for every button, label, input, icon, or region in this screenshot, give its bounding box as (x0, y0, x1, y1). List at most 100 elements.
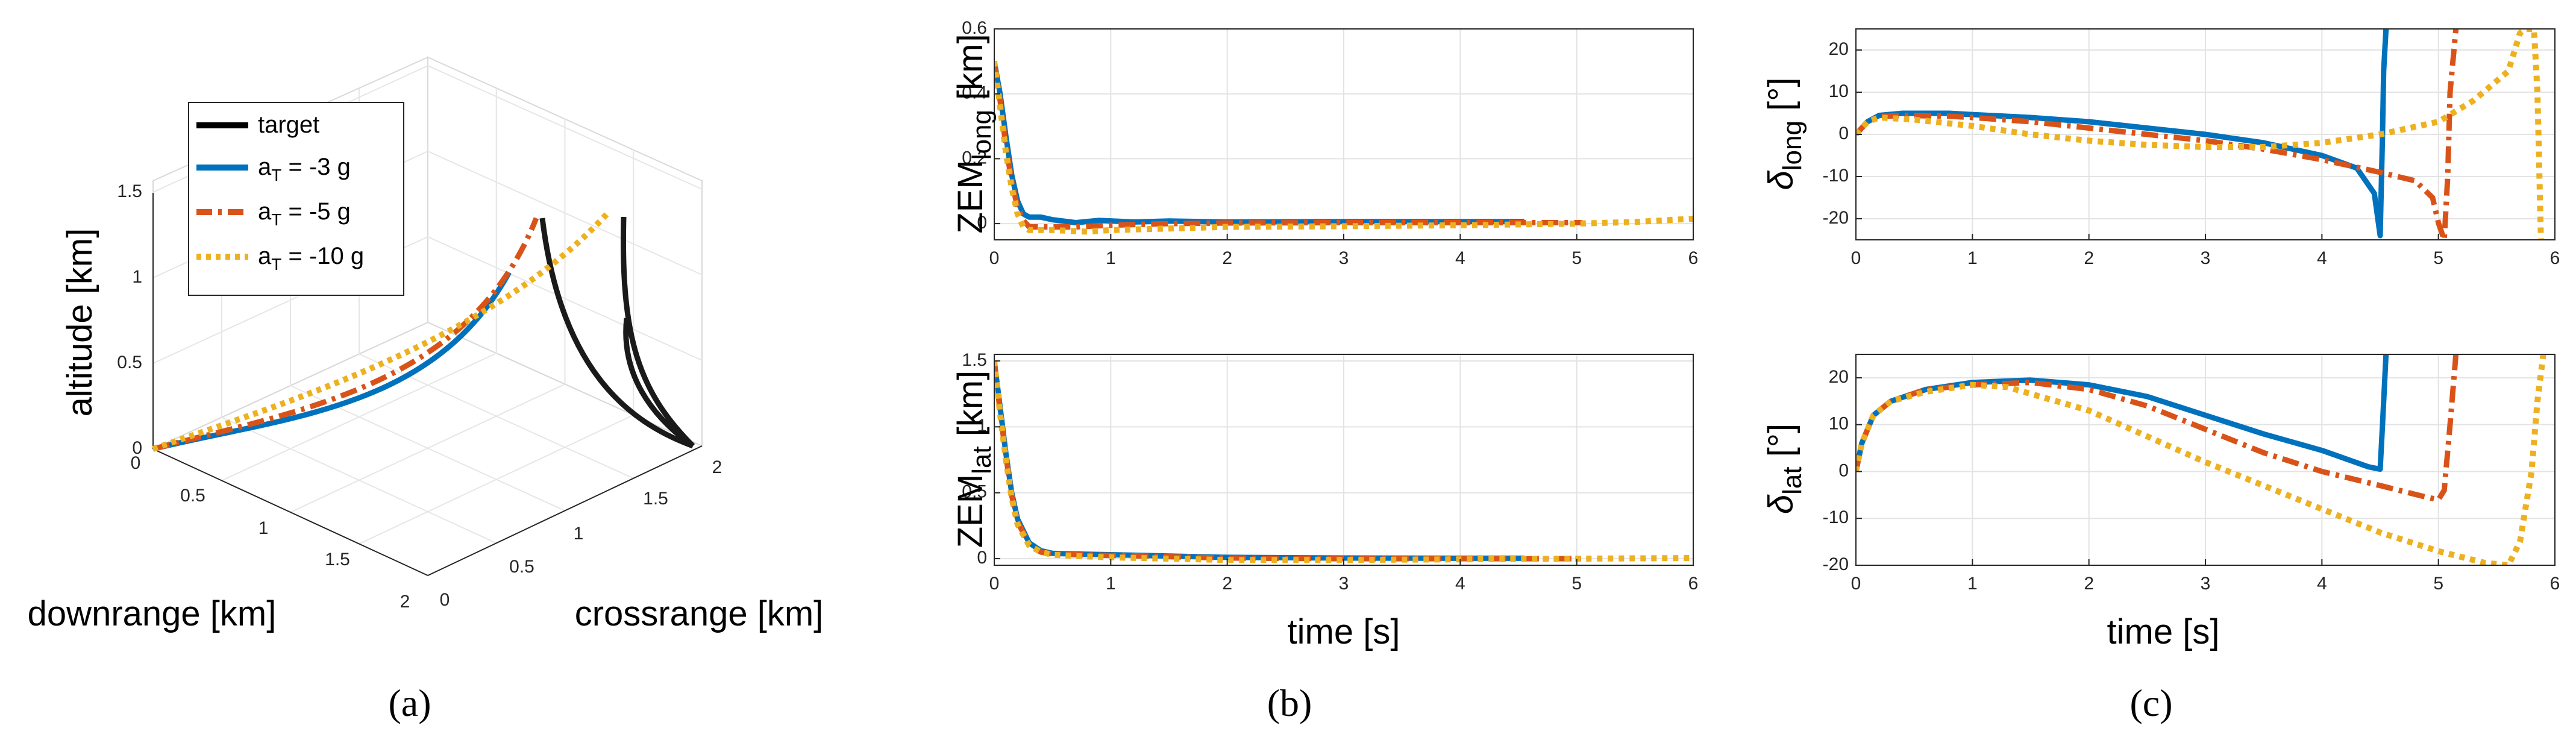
downrange-tick: 0.5 (180, 486, 205, 506)
x-tick-label: 4 (2317, 248, 2327, 268)
y-tick-label: 0 (1838, 124, 1849, 143)
y-tick-label: -20 (1823, 208, 1849, 228)
series-10g-line (994, 61, 1693, 235)
x-tick-label: 0 (989, 574, 1000, 594)
x-tick-label: 1 (1967, 574, 1978, 594)
x-tick-label: 6 (2550, 574, 2560, 594)
x-tick-label: 3 (1339, 248, 1349, 268)
series-5g-line (994, 360, 1583, 562)
ylabel-delta-long: δlong [°] (1761, 78, 1807, 190)
series-5g-line (1856, 354, 2459, 503)
xlabel-time-b: time [s] (1288, 612, 1400, 651)
legend-label-target: target (258, 111, 319, 138)
x-tick-label: 0 (1851, 574, 1861, 594)
x-tick-label: 6 (2550, 248, 2560, 268)
x-tick-label: 6 (1688, 574, 1699, 594)
downrange-axis-line (152, 448, 428, 576)
y-tick-label: 0.6 (962, 18, 987, 38)
panel-c-top: 0 1 2 3 4 5 6 -20 -10 0 10 20 (1823, 28, 2560, 268)
panel-c-bottom: 0 1 2 3 4 5 6 -20 -10 0 10 20 (1823, 354, 2560, 594)
x-tick-label: 2 (1222, 574, 1232, 594)
target-trajectory-3 (621, 216, 695, 448)
downrange-tick: 0 (131, 453, 141, 473)
y-tick-label: 0.4 (962, 83, 987, 103)
y-tick-label: -10 (1823, 507, 1849, 527)
y-tick-label: -10 (1823, 166, 1849, 186)
x-tick-label: 5 (1572, 248, 1582, 268)
series-5g-3d (152, 217, 539, 452)
downrange-tick: 2 (400, 592, 410, 612)
altitude-tick: 1 (132, 267, 142, 287)
x-tick-label: 3 (1339, 574, 1349, 594)
legend-label-10g: aT = -10 g (258, 243, 364, 274)
series-10g-line (1856, 354, 2546, 565)
series-3g-3d (152, 271, 512, 452)
altitude-grid-line (152, 236, 703, 364)
y-tick-label: 0 (977, 213, 987, 233)
x-tick-label: 3 (2201, 248, 2211, 268)
xlabel-time-c: time [s] (2107, 612, 2220, 651)
floor-grid-line (359, 414, 634, 545)
target-trajectory-1 (623, 318, 695, 448)
panel-b-top: 0 1 2 3 4 5 6 0 0.2 0.4 0.6 (962, 18, 1698, 268)
ylabel-delta-lat: δlat [°] (1761, 424, 1807, 514)
crossrange-tick: 0 (440, 590, 450, 610)
y-tick-label: 0 (977, 548, 987, 568)
ylabel-zem-long: ZEMlong [km] (951, 34, 997, 233)
series-10g-line (994, 360, 1693, 563)
downrange-tick: 1 (259, 518, 269, 538)
series-group (1856, 354, 2546, 565)
altitude-tick: 1.5 (117, 181, 142, 201)
series-5g-line (1856, 29, 2459, 240)
series-3g-line (1856, 29, 2389, 239)
y-tick-label: 0.5 (962, 482, 987, 502)
series-group (994, 360, 1693, 563)
panel-label-a: (a) (388, 682, 431, 724)
series-3g-line (994, 61, 1525, 225)
x-tick-label: 5 (2433, 248, 2443, 268)
crossrange-axis-line (427, 445, 703, 576)
altitude-tick: 0 (132, 438, 142, 458)
series-5g-line (994, 61, 1583, 230)
y-tick-label: 0 (1838, 460, 1849, 480)
y-tick-label: 1.5 (962, 350, 987, 370)
series-group (994, 61, 1693, 235)
altitude-axis-label: altitude [km] (60, 228, 99, 417)
crossrange-tick: 0.5 (509, 557, 534, 577)
y-tick-label: 10 (1829, 81, 1849, 101)
series-3g-line (994, 360, 1525, 561)
x-tick-label: 2 (2084, 248, 2094, 268)
x-tick-label: 4 (1455, 574, 1465, 594)
y-tick-label: 20 (1829, 367, 1849, 387)
target-trajectory-2 (539, 218, 694, 449)
y-tick-label: 1 (977, 416, 987, 436)
downrange-tick: 1.5 (325, 550, 350, 569)
x-tick-label: 1 (1106, 574, 1116, 594)
x-tick-label: 0 (1851, 248, 1861, 268)
x-tick-label: 0 (989, 248, 1000, 268)
crossrange-tick: 2 (712, 457, 722, 477)
series-10g-line (1856, 29, 2544, 240)
y-tick-label: 0.2 (962, 148, 987, 168)
x-tick-label: 1 (1106, 248, 1116, 268)
crossrange-tick: 1 (574, 524, 584, 544)
series-10g-3d (152, 210, 611, 452)
legend-label-3g: aT = -3 g (258, 154, 351, 184)
panel-a: 0 0.5 1 1.5 0 0.5 1 1.5 2 0 0.5 1 1.5 2 … (28, 56, 824, 724)
y-tick-label: 10 (1829, 414, 1849, 434)
legend: target aT = -3 g aT = -5 g aT = -10 g (188, 102, 404, 296)
legend-box (188, 102, 404, 296)
x-tick-label: 2 (2084, 574, 2094, 594)
y-tick-label: 20 (1829, 39, 1849, 59)
crossrange-axis-label: crossrange [km] (575, 594, 824, 633)
x-tick-label: 3 (2201, 574, 2211, 594)
series-3g-line (1856, 354, 2389, 472)
x-tick-label: 4 (1455, 248, 1465, 268)
x-tick-label: 5 (2433, 574, 2443, 594)
series-group (1856, 29, 2544, 240)
x-tick-label: 4 (2317, 574, 2327, 594)
panel-label-b: (b) (1267, 682, 1312, 724)
x-tick-label: 2 (1222, 248, 1232, 268)
x-tick-label: 6 (1688, 248, 1699, 268)
